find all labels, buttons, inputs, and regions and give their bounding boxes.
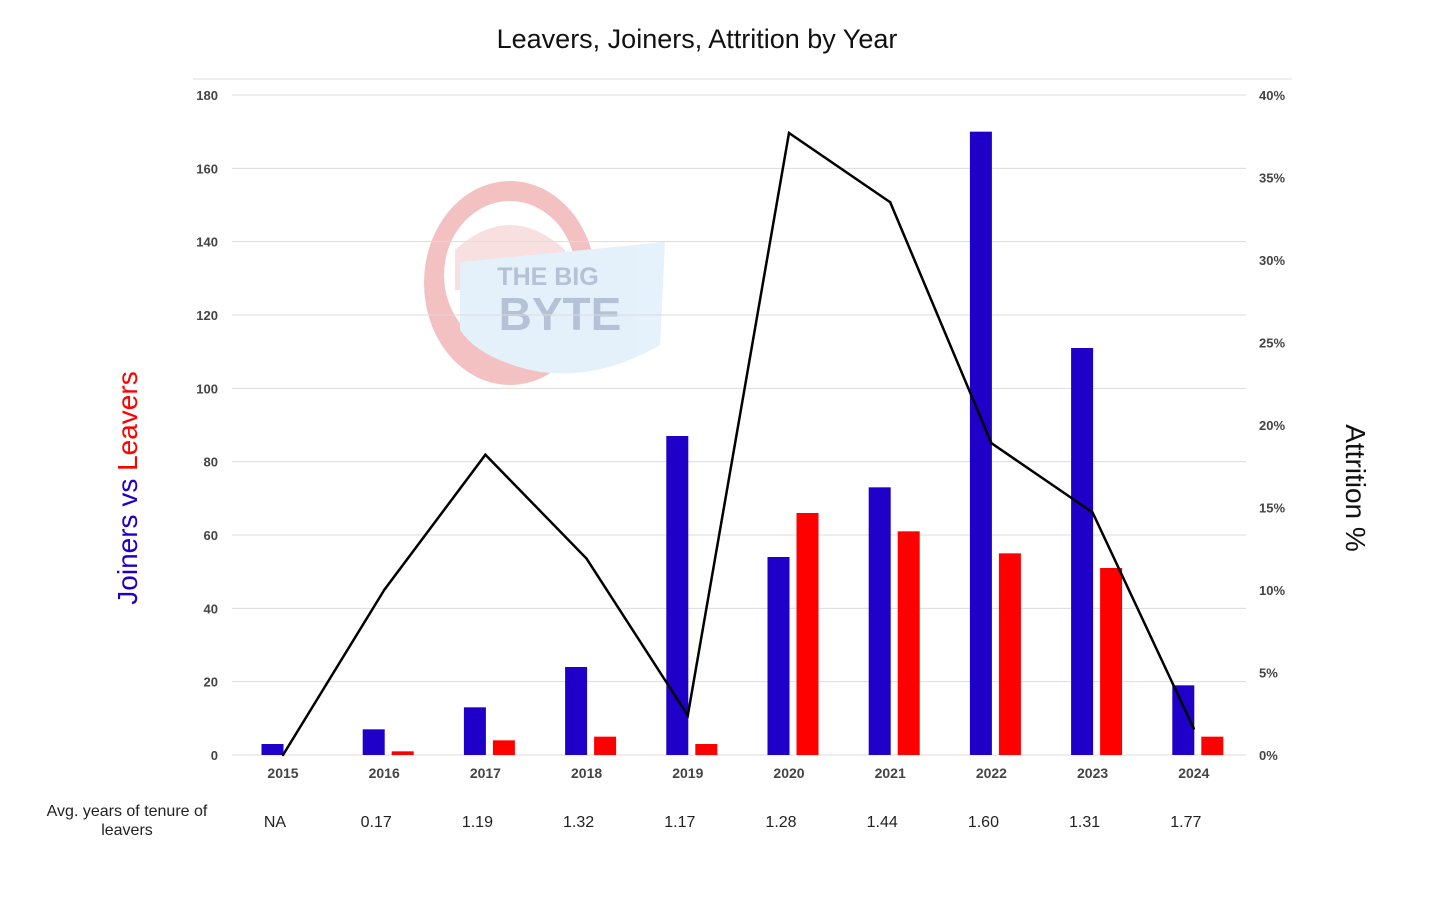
x-tick-label: 2015 — [267, 765, 298, 781]
right-tick-label: 0% — [1259, 748, 1278, 763]
bar-joiners-2020 — [767, 557, 790, 755]
right-tick-label: 10% — [1259, 583, 1285, 598]
attrition-point-2020 — [787, 131, 791, 135]
bar-joiners-2017 — [463, 707, 486, 755]
left-tick-label: 120 — [196, 308, 218, 323]
x-tick-label: 2023 — [1077, 765, 1108, 781]
x-tick-label: 2019 — [672, 765, 703, 781]
tenure-value-2017: 1.19 — [462, 814, 493, 831]
bar-joiners-2019 — [666, 436, 689, 755]
watermark-tongue — [460, 242, 665, 374]
bar-joiners-2023 — [1071, 348, 1094, 755]
x-tick-label: 2017 — [470, 765, 501, 781]
bar-joiners-2016 — [362, 729, 385, 755]
bar-leavers-2020 — [796, 513, 819, 755]
x-tick-label: 2020 — [773, 765, 804, 781]
bar-joiners-2022 — [969, 131, 992, 755]
right-tick-label: 5% — [1259, 666, 1278, 681]
watermark-text-2: BYTE — [499, 288, 622, 340]
left-tick-label: 140 — [196, 235, 218, 250]
left-tick-label: 180 — [196, 88, 218, 103]
attrition-point-2017 — [484, 453, 487, 456]
left-axis-title-part: vs — [112, 471, 143, 515]
right-tick-label: 20% — [1259, 418, 1285, 433]
chart-title: Leavers, Joiners, Attrition by Year — [497, 24, 898, 54]
left-axis-title-part: Joiners — [112, 514, 143, 604]
right-tick-label: 35% — [1259, 171, 1285, 186]
tenure-value-2024: 1.77 — [1170, 814, 1201, 831]
left-tick-label: 60 — [204, 528, 218, 543]
left-tick-label: 100 — [196, 381, 218, 396]
attrition-point-2022 — [990, 441, 993, 445]
tenure-row-label: leavers — [101, 822, 153, 839]
bar-joiners-2021 — [868, 487, 891, 755]
bar-leavers-2024 — [1201, 736, 1224, 755]
tenure-value-2019: 1.17 — [664, 814, 695, 831]
right-axis-title: Attrition % — [1340, 424, 1371, 552]
attrition-point-2015 — [281, 753, 285, 757]
left-tick-label: 20 — [204, 675, 218, 690]
bar-leavers-2019 — [695, 744, 718, 755]
right-tick-label: 25% — [1259, 336, 1285, 351]
right-tick-label: 15% — [1259, 501, 1285, 516]
left-tick-label: 80 — [204, 455, 218, 470]
x-tick-label: 2022 — [976, 765, 1007, 781]
left-tick-label: 0 — [211, 748, 218, 763]
attrition-point-2024 — [1192, 727, 1196, 730]
x-tick-label: 2021 — [875, 765, 906, 781]
attrition-point-2023 — [1091, 511, 1094, 514]
tenure-row-label: Avg. years of tenure of — [47, 803, 208, 820]
x-tick-label: 2024 — [1178, 765, 1209, 781]
right-tick-label: 30% — [1259, 253, 1285, 268]
x-tick-label: 2018 — [571, 765, 602, 781]
tenure-value-2022: 1.60 — [968, 814, 999, 831]
attrition-point-2016 — [383, 588, 386, 592]
bar-joiners-2018 — [565, 667, 588, 755]
bar-leavers-2018 — [594, 736, 617, 755]
watermark-text-1: THE BIG — [497, 263, 598, 291]
tenure-value-2021: 1.44 — [867, 814, 898, 831]
right-tick-label: 40% — [1259, 88, 1285, 103]
bar-joiners-2015 — [261, 744, 284, 755]
left-axis-title-part: Leavers — [112, 371, 143, 471]
bar-leavers-2021 — [897, 531, 920, 755]
attrition-line — [281, 130, 1195, 756]
tenure-value-2015: NA — [264, 814, 287, 831]
left-tick-label: 160 — [196, 161, 218, 176]
bar-leavers-2017 — [492, 740, 515, 755]
bar-leavers-2016 — [391, 751, 414, 755]
attrition-point-2019 — [686, 714, 689, 717]
tenure-value-2020: 1.28 — [765, 814, 796, 831]
tenure-value-2018: 1.32 — [563, 814, 594, 831]
left-axis-title: Joiners vs Leavers — [112, 371, 143, 604]
tenure-value-2023: 1.31 — [1069, 814, 1100, 831]
x-tick-label: 2016 — [369, 765, 400, 781]
left-tick-label: 40 — [204, 601, 218, 616]
tenure-value-2016: 0.17 — [361, 814, 392, 831]
bar-joiners-2024 — [1172, 685, 1195, 755]
attrition-point-2018 — [585, 557, 588, 560]
bar-leavers-2023 — [1100, 568, 1123, 755]
attrition-point-2021 — [889, 201, 892, 204]
bar-leavers-2022 — [998, 553, 1021, 755]
